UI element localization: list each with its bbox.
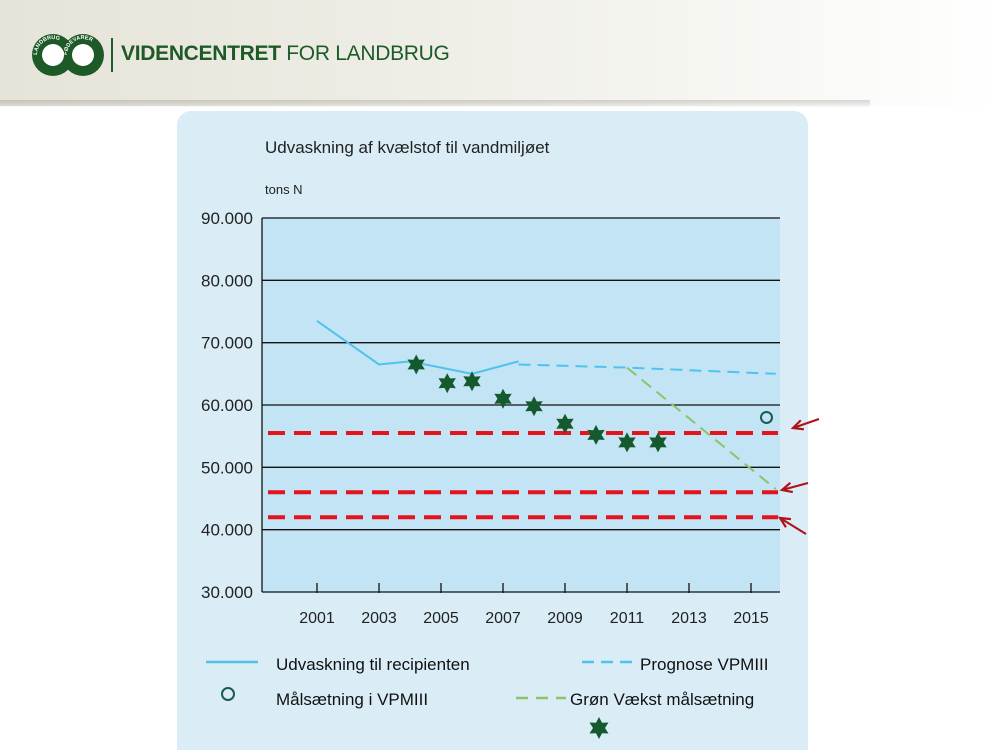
legend-swatch-maalsaetning xyxy=(221,687,235,701)
star-marker xyxy=(407,354,425,375)
x-tick-label: 2005 xyxy=(423,610,459,627)
y-tick-label: 30.000 xyxy=(201,583,253,602)
legend-label-prognose: Prognose VPMIII xyxy=(640,655,769,674)
star-marker xyxy=(438,373,456,394)
arrow-head xyxy=(790,419,805,431)
legend-label-udvaskning: Udvaskning til recipienten xyxy=(276,655,470,674)
y-tick-label: 90.000 xyxy=(201,209,253,228)
y-tick-label: 80.000 xyxy=(201,271,253,290)
logo-divider xyxy=(111,38,113,72)
y-axis-label: tons N xyxy=(265,182,303,197)
series-line-groen-vaekst xyxy=(626,366,777,490)
star-marker xyxy=(463,371,481,392)
y-tick-label: 70.000 xyxy=(201,334,253,353)
brand-name-bold: VIDENCENTRET xyxy=(121,42,281,65)
star-marker xyxy=(556,413,574,434)
target-circle-marker xyxy=(760,410,773,424)
x-tick-label: 2011 xyxy=(610,610,645,627)
x-tick-label: 2015 xyxy=(733,610,769,627)
star-marker xyxy=(618,432,636,453)
header-bar xyxy=(0,0,1000,106)
x-tick-label: 2007 xyxy=(485,610,521,627)
legend-label-maalsaetning: Målsætning i VPMIII xyxy=(276,690,428,709)
y-tick-label: 60.000 xyxy=(201,396,253,415)
legend-star-icon xyxy=(589,717,609,739)
x-tick-label: 2001 xyxy=(299,610,335,627)
x-tick-label: 2013 xyxy=(671,610,707,627)
star-marker xyxy=(649,432,667,453)
brand-name: VIDENCENTRET FOR LANDBRUG xyxy=(121,42,450,66)
arrow-shaft xyxy=(779,517,807,535)
arrow-icon xyxy=(779,481,809,494)
arrow-shaft xyxy=(781,481,809,492)
star-marker xyxy=(494,388,512,409)
x-tick-label: 2009 xyxy=(547,610,583,627)
star-marker xyxy=(525,396,543,417)
arrow-icon xyxy=(777,516,807,535)
y-tick-label: 40.000 xyxy=(201,521,253,540)
arrow-icon xyxy=(790,417,820,431)
brand-name-light: FOR LANDBRUG xyxy=(280,42,450,65)
header-shadow xyxy=(0,100,870,108)
y-tick-label: 50.000 xyxy=(201,458,253,477)
chart-title: Udvaskning af kvælstof til vandmiljøet xyxy=(265,138,550,157)
arrow-head xyxy=(779,481,794,494)
landbrug-logo: LANDBRUG FØDEVARER xyxy=(32,34,104,76)
star-marker xyxy=(587,424,605,445)
x-tick-label: 2003 xyxy=(361,610,397,627)
arrow-shaft xyxy=(792,417,820,430)
legend-label-groen-vaekst: Grøn Vækst målsætning xyxy=(570,690,754,709)
arrow-head xyxy=(777,516,792,528)
